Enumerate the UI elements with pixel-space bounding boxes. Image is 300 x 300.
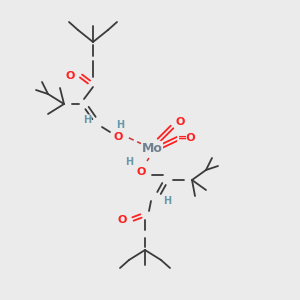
Text: =O: =O xyxy=(178,133,196,143)
Text: O: O xyxy=(175,117,185,127)
Text: O: O xyxy=(65,71,75,81)
Text: O: O xyxy=(113,132,123,142)
Text: Mo: Mo xyxy=(142,142,162,154)
Text: O: O xyxy=(117,215,127,225)
Text: H: H xyxy=(125,157,133,167)
Text: H: H xyxy=(163,196,171,206)
Text: H: H xyxy=(116,120,124,130)
Text: O: O xyxy=(136,167,146,177)
Text: H: H xyxy=(83,115,91,125)
